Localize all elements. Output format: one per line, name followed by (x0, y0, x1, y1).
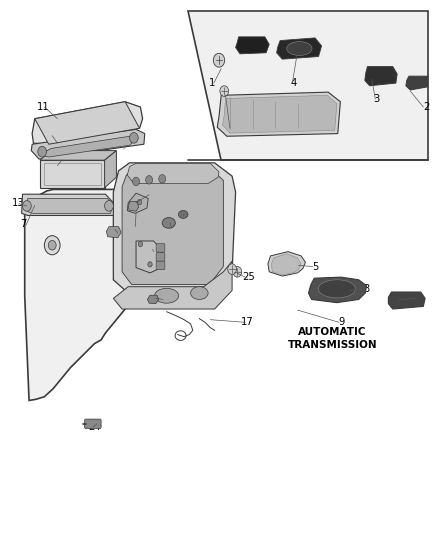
Text: 17: 17 (241, 317, 254, 327)
Polygon shape (105, 151, 117, 188)
FancyBboxPatch shape (156, 253, 165, 261)
Circle shape (130, 133, 138, 143)
Polygon shape (21, 194, 113, 215)
Circle shape (148, 262, 152, 267)
Text: 10: 10 (130, 220, 142, 230)
Text: 4: 4 (290, 78, 297, 88)
Text: 23: 23 (178, 209, 191, 220)
Circle shape (44, 236, 60, 255)
Text: 25: 25 (242, 272, 255, 282)
Text: AUTOMATIC
TRANSMISSION: AUTOMATIC TRANSMISSION (288, 327, 377, 350)
Polygon shape (40, 160, 105, 188)
Text: 5: 5 (312, 262, 318, 271)
Circle shape (22, 200, 31, 211)
Circle shape (133, 177, 140, 185)
Text: 2: 2 (417, 293, 423, 303)
Text: 1: 1 (209, 78, 215, 88)
Text: 3: 3 (364, 284, 370, 294)
Text: 16: 16 (158, 294, 171, 304)
Circle shape (220, 86, 229, 96)
Text: 7: 7 (20, 219, 27, 229)
Ellipse shape (191, 287, 208, 300)
Polygon shape (127, 193, 148, 213)
Polygon shape (217, 92, 340, 136)
Ellipse shape (318, 280, 356, 298)
Polygon shape (106, 227, 121, 238)
Circle shape (146, 175, 152, 184)
Circle shape (138, 199, 142, 205)
Circle shape (213, 53, 225, 67)
Circle shape (105, 200, 113, 211)
Circle shape (228, 264, 237, 274)
Circle shape (159, 174, 166, 183)
Text: 13: 13 (12, 198, 25, 208)
Polygon shape (136, 241, 161, 273)
Polygon shape (308, 277, 367, 303)
Polygon shape (365, 67, 397, 86)
Polygon shape (31, 130, 145, 159)
Ellipse shape (162, 217, 175, 228)
Polygon shape (128, 201, 139, 211)
Polygon shape (272, 254, 301, 275)
Polygon shape (406, 76, 427, 90)
Ellipse shape (178, 211, 188, 219)
Polygon shape (223, 95, 337, 133)
Polygon shape (113, 163, 236, 293)
Polygon shape (25, 189, 219, 400)
Circle shape (38, 147, 46, 157)
Polygon shape (113, 261, 232, 309)
Polygon shape (389, 292, 425, 309)
Polygon shape (40, 151, 117, 160)
FancyBboxPatch shape (85, 419, 101, 429)
Polygon shape (268, 252, 305, 276)
Text: 6: 6 (170, 222, 177, 232)
Circle shape (48, 240, 56, 250)
Ellipse shape (287, 42, 312, 55)
FancyBboxPatch shape (156, 244, 165, 252)
Polygon shape (127, 164, 219, 183)
Ellipse shape (155, 288, 179, 303)
Polygon shape (40, 136, 136, 157)
Text: 14: 14 (50, 160, 63, 171)
Text: 11: 11 (37, 102, 50, 112)
Circle shape (138, 241, 143, 247)
Text: 12: 12 (45, 131, 57, 141)
Polygon shape (27, 198, 112, 213)
Polygon shape (148, 295, 159, 304)
Text: 2: 2 (423, 102, 430, 112)
FancyBboxPatch shape (156, 261, 165, 270)
Circle shape (130, 203, 134, 208)
Text: 18: 18 (148, 246, 161, 255)
Polygon shape (187, 11, 427, 160)
Polygon shape (32, 102, 143, 144)
Text: 9: 9 (338, 317, 344, 327)
Text: 25: 25 (226, 123, 238, 133)
Polygon shape (277, 38, 321, 59)
Polygon shape (236, 37, 269, 54)
Polygon shape (35, 102, 140, 144)
Text: 3: 3 (373, 94, 379, 104)
Text: 20: 20 (112, 227, 125, 237)
Text: 15: 15 (142, 190, 155, 200)
Text: 24: 24 (88, 422, 101, 432)
Circle shape (233, 266, 242, 277)
Polygon shape (122, 168, 223, 285)
